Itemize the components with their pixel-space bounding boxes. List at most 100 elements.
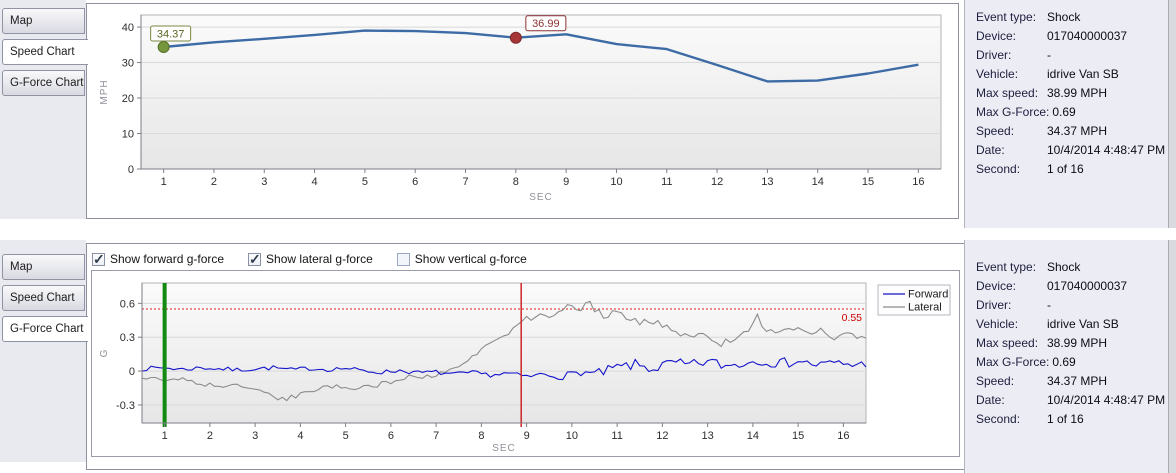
info-value: 34.37 MPH — [1047, 373, 1108, 388]
x-tick-label: 6 — [412, 176, 418, 188]
info-value: 38.99 MPH — [1047, 335, 1108, 350]
info-label: Vehicle: — [976, 316, 1019, 331]
info-row: Event type: Shock — [976, 257, 1176, 276]
info-value: 38.99 MPH — [1047, 85, 1108, 100]
legend-box — [877, 284, 951, 316]
legend-entry-label: Forward — [908, 289, 948, 301]
info-value: 017040000037 — [1047, 28, 1128, 43]
checkbox-show-vertical-gforce[interactable]: Show vertical g-force — [396, 252, 527, 266]
info-value: idrive Van SB — [1047, 66, 1119, 81]
info-label: Max speed: — [976, 335, 1039, 350]
info-label: Max G-Force: — [976, 104, 1050, 119]
info-value: idrive Van SB — [1047, 316, 1119, 331]
info-value: - — [1047, 297, 1051, 312]
info-row: Event type: Shock — [976, 7, 1176, 26]
x-tick-label: 12 — [656, 430, 668, 442]
speed-line — [163, 29, 919, 83]
info-label: Event type: — [976, 259, 1037, 274]
info-value: - — [1047, 47, 1051, 62]
y-tick-label: 10 — [122, 129, 134, 141]
legend-entry-label: Lateral — [908, 302, 942, 314]
x-tick-label: 15 — [862, 176, 874, 188]
x-axis-title: SEC — [529, 192, 553, 203]
checkbox-label: Show lateral g-force — [266, 252, 373, 266]
info-label: Driver: — [976, 297, 1012, 312]
x-tick-label: 14 — [812, 176, 824, 188]
tabstrip-top: Map Speed Chart G-Force Chart — [0, 0, 88, 219]
tab-gforce-chart-bottom[interactable]: G-Force Chart — [2, 316, 88, 342]
threshold-label: 0.55 — [842, 312, 863, 324]
speed-plot-area[interactable] — [140, 14, 942, 170]
x-tick-label: 1 — [161, 176, 167, 188]
checkbox-show-forward-gforce[interactable]: Show forward g-force — [92, 251, 225, 268]
tab-speed-chart-top[interactable]: Speed Chart — [2, 39, 88, 65]
y-tick-label: 0 — [128, 164, 134, 176]
speed-marker-start[interactable] — [157, 41, 170, 54]
x-tick-label: 15 — [792, 430, 804, 442]
info-label: Date: — [976, 142, 1005, 157]
tabstrip-bottom: Map Speed Chart G-Force Chart — [0, 240, 88, 462]
checkbox-label: Show forward g-force — [110, 252, 225, 266]
checkbox-icon — [396, 252, 410, 266]
checkbox-show-lateral-gforce[interactable]: Show lateral g-force — [248, 251, 373, 268]
info-row: Max G-Force: 0.69 — [976, 352, 1176, 371]
info-label: Device: — [976, 28, 1017, 43]
y-tick-label: 0.6 — [120, 298, 135, 310]
info-row: Date: 10/4/2014 4:48:47 PM — [976, 390, 1176, 409]
event-info-rows: Event type: Shock Device: 017040000037 Drive… — [976, 7, 1176, 178]
info-label: Second: — [976, 411, 1021, 426]
info-label: Speed: — [976, 373, 1015, 388]
info-label: Event type: — [976, 9, 1037, 24]
info-label: Date: — [976, 392, 1005, 407]
checkbox-icon — [92, 251, 105, 268]
y-tick-label: 20 — [122, 93, 134, 105]
x-tick-label: 16 — [837, 430, 849, 442]
event-info-panel-bottom: Event type: Shock Device: 017040000037 Drive… — [964, 240, 1176, 473]
info-label: Second: — [976, 161, 1021, 176]
tab-map-bottom[interactable]: Map — [2, 254, 85, 280]
gforce-panel: Map Speed Chart G-Force Chart Show forwa… — [0, 240, 1176, 473]
speed-marker-selected[interactable] — [509, 31, 522, 44]
info-row: Speed: 34.37 MPH — [976, 121, 1176, 140]
x-tick-label: 10 — [610, 176, 622, 188]
tab-speed-chart-bottom[interactable]: Speed Chart — [2, 285, 85, 311]
gforce-mainbox: Show forward g-force Show lateral g-forc… — [86, 243, 965, 470]
tab-gforce-chart-top[interactable]: G-Force Chart — [2, 70, 85, 96]
info-row: Driver: - — [976, 45, 1176, 64]
x-tick-label: 7 — [462, 176, 468, 188]
info-label: Driver: — [976, 47, 1012, 62]
info-value: 10/4/2014 4:48:47 PM — [1047, 142, 1166, 157]
gforce-plot-area[interactable] — [141, 282, 867, 424]
x-tick-label: 4 — [312, 176, 318, 188]
info-row: Max speed: 38.99 MPH — [976, 83, 1176, 102]
info-row: Max speed: 38.99 MPH — [976, 333, 1176, 352]
y-axis-title: G — [99, 349, 110, 358]
gforce-chart-canvas[interactable]: 0.55-0.300.30.61 2 3 4 5 6 7 8 9 10 11 12 13 14 15 16GS… — [87, 270, 964, 468]
event-info-panel-top: Event type: Shock Device: 017040000037 Drive… — [964, 0, 1176, 228]
x-tick-label: 5 — [362, 176, 368, 188]
info-row: Second: 1 of 16 — [976, 159, 1176, 178]
x-tick-label: 1 — [162, 430, 168, 442]
x-tick-label: 5 — [343, 430, 349, 442]
x-tick-label: 4 — [297, 430, 303, 442]
tab-map-top[interactable]: Map — [2, 8, 85, 34]
info-row: Max G-Force: 0.69 — [976, 102, 1176, 121]
info-value: 34.37 MPH — [1047, 123, 1108, 138]
speed-annotation-label: 36.99 — [532, 18, 560, 30]
y-tick-label: 0 — [129, 366, 135, 378]
speed-annotation-box — [150, 25, 192, 42]
y-tick-label: -0.3 — [116, 400, 135, 412]
lateral-gforce-series — [141, 300, 867, 402]
x-tick-label: 9 — [524, 430, 530, 442]
y-tick-label: 40 — [122, 22, 134, 34]
x-tick-label: 13 — [702, 430, 714, 442]
info-row: Second: 1 of 16 — [976, 409, 1176, 428]
info-row: Driver: - — [976, 295, 1176, 314]
checkbox-icon — [248, 251, 262, 268]
x-tick-label: 8 — [513, 176, 519, 188]
gforce-chart-frame — [91, 270, 960, 457]
x-tick-label: 16 — [912, 176, 924, 188]
info-row: Date: 10/4/2014 4:48:47 PM — [976, 140, 1176, 159]
checkbox-label: Show vertical g-force — [414, 252, 527, 266]
